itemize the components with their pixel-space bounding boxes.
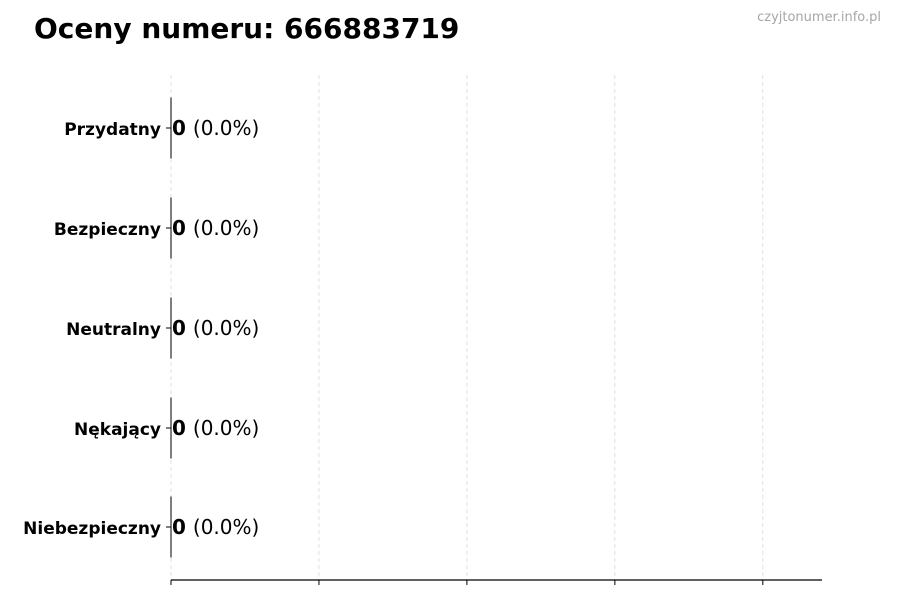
data-label-percent: (0.0%) — [193, 316, 259, 340]
data-label-count: 0 — [172, 416, 193, 440]
chart-title: Oceny numeru: 666883719 — [34, 12, 460, 45]
data-label-count: 0 — [172, 216, 193, 240]
category-label: Nękający — [74, 420, 161, 440]
category-label: Neutralny — [66, 320, 161, 340]
data-label-percent: (0.0%) — [193, 216, 259, 240]
category-label: Bezpieczny — [54, 220, 161, 240]
data-label-count: 0 — [172, 116, 193, 140]
category-label: Niebezpieczny — [23, 519, 161, 539]
data-label: 0 (0.0%) — [172, 216, 259, 240]
data-label: 0 (0.0%) — [172, 316, 259, 340]
data-label-count: 0 — [172, 515, 193, 539]
data-label-count: 0 — [172, 316, 193, 340]
data-label-percent: (0.0%) — [193, 416, 259, 440]
data-label-percent: (0.0%) — [193, 515, 259, 539]
data-label: 0 (0.0%) — [172, 416, 259, 440]
data-label: 0 (0.0%) — [172, 116, 259, 140]
data-label: 0 (0.0%) — [172, 515, 259, 539]
data-label-percent: (0.0%) — [193, 116, 259, 140]
watermark: czyjtonumer.info.pl — [757, 10, 881, 25]
category-label: Przydatny — [64, 120, 161, 140]
